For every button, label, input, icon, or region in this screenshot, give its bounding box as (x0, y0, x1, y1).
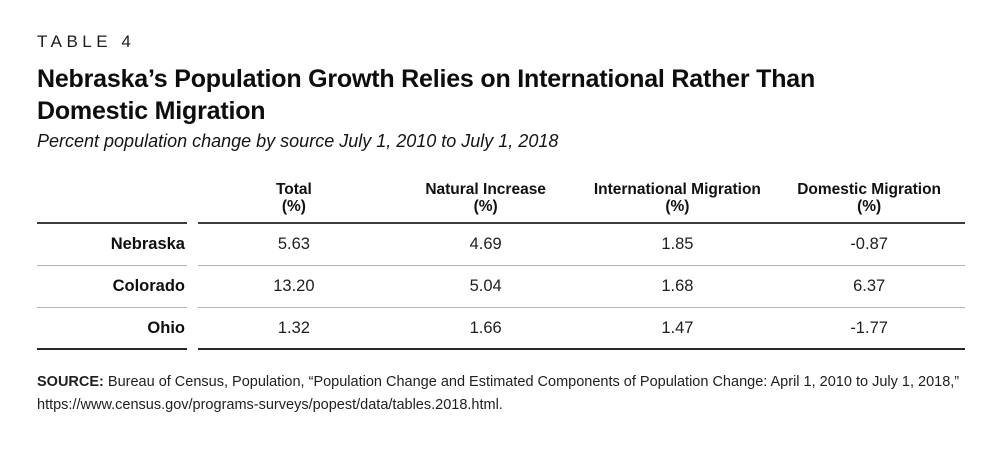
source-label: SOURCE: (37, 374, 104, 390)
table-title: Nebraska’s Population Growth Relies on I… (37, 63, 937, 127)
source-line-1: SOURCE: Bureau of Census, Population, “P… (37, 371, 965, 394)
column-header-natural-increase: Natural Increase (%) (425, 181, 546, 215)
table-row-colorado: Colorado 13.20 5.04 1.68 6.37 (37, 266, 965, 308)
row-label: Nebraska (110, 235, 185, 253)
table-number-label: TABLE 4 (37, 32, 136, 51)
table-title-line-2: Domestic Migration (37, 97, 266, 125)
cell-value: 1.85 (661, 235, 694, 253)
cell-value: 13.20 (273, 277, 315, 295)
source-citation-text: Bureau of Census, Population, “Populatio… (103, 374, 960, 390)
cell-value: -1.77 (850, 318, 888, 337)
table-row-ohio: Ohio 1.32 1.66 1.47 -1.77 (37, 308, 965, 350)
data-table: Total (%) Natural Increase (%) Internati… (37, 178, 965, 350)
cell-value: 4.69 (469, 235, 502, 253)
cell-value: 1.32 (277, 318, 310, 337)
row-label: Ohio (147, 318, 185, 337)
cell-value: 1.66 (469, 318, 502, 337)
cell-value: 5.04 (469, 277, 502, 295)
cell-value: -0.87 (850, 235, 888, 253)
column-header-domestic-migration: Domestic Migration (%) (797, 181, 942, 215)
header-row-label-spacer (37, 178, 187, 224)
column-header-international-migration: International Migration (%) (593, 181, 761, 215)
cell-value: 1.47 (661, 318, 694, 337)
table-title-line-1: Nebraska’s Population Growth Relies on I… (37, 65, 816, 93)
table-row-nebraska: Nebraska 5.63 4.69 1.85 -0.87 (37, 224, 965, 266)
cell-value: 6.37 (853, 277, 886, 295)
table-subtitle: Percent population change by source July… (37, 131, 559, 151)
column-header-total: Total (%) (275, 181, 312, 215)
source-line-2: https://www.census.gov/programs-surveys/… (37, 397, 503, 413)
cell-value: 5.63 (277, 235, 310, 253)
table-header-row: Total (%) Natural Increase (%) Internati… (37, 178, 965, 224)
cell-value: 1.68 (661, 277, 694, 295)
source-note: SOURCE: Bureau of Census, Population, “P… (37, 371, 965, 417)
row-label: Colorado (112, 277, 185, 295)
